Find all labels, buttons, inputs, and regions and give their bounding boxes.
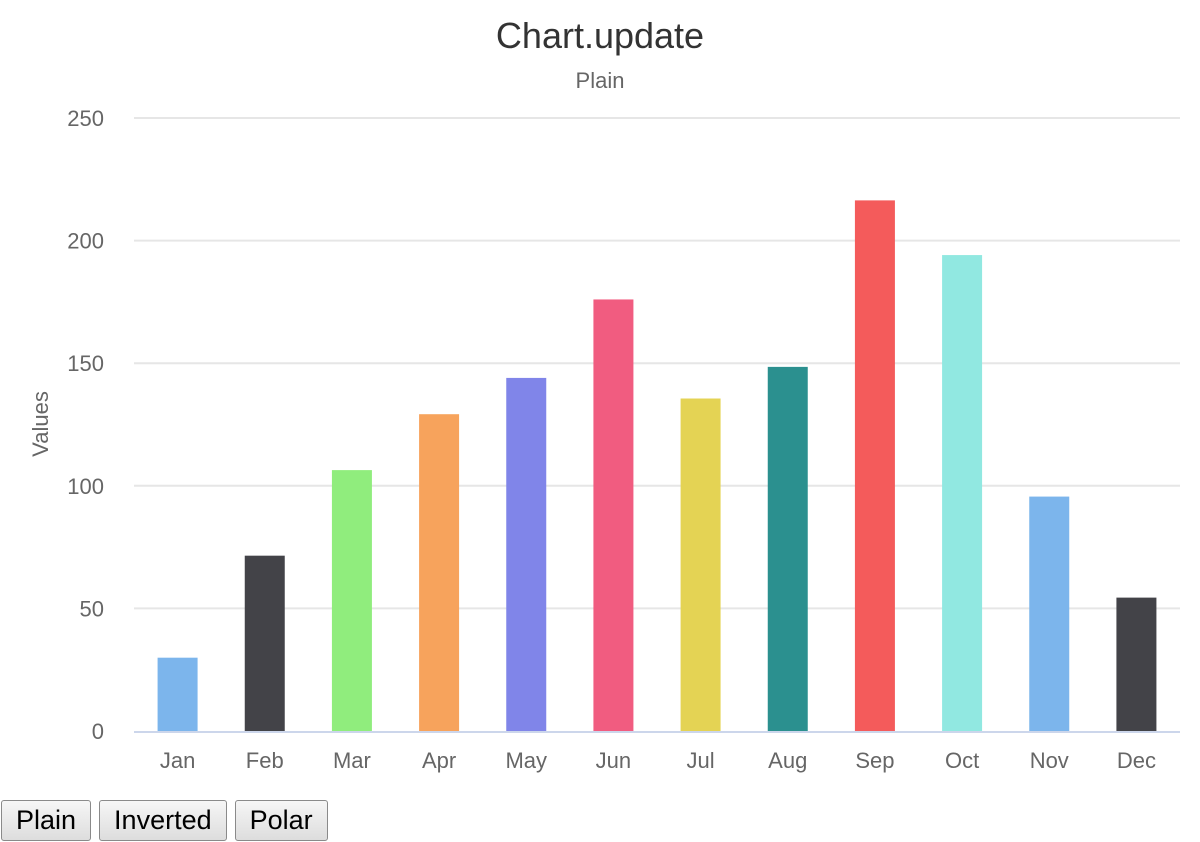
x-tick-label: Aug (768, 748, 807, 773)
bar-nov[interactable] (1029, 496, 1070, 731)
y-tick-label: 0 (92, 719, 104, 744)
bar-aug[interactable] (767, 366, 808, 731)
plain-button[interactable]: Plain (1, 800, 92, 841)
x-tick-label: Nov (1030, 748, 1069, 773)
y-axis-ticks: 0 50 100 150 200 250 (67, 106, 104, 744)
y-tick-label: 150 (67, 351, 104, 376)
x-tick-label: Sep (855, 748, 894, 773)
x-tick-label: Oct (945, 748, 979, 773)
x-tick-label: May (505, 748, 547, 773)
x-tick-label: Jul (687, 748, 715, 773)
x-tick-label: Feb (246, 748, 284, 773)
bar-sep[interactable] (854, 200, 895, 731)
y-tick-label: 100 (67, 474, 104, 499)
inverted-button[interactable]: Inverted (99, 800, 227, 841)
x-tick-label: Apr (422, 748, 456, 773)
y-tick-label: 50 (80, 596, 104, 621)
bar-apr[interactable] (419, 414, 460, 731)
gridlines (134, 117, 1180, 610)
bar-chart: Chart.update Plain Values 0 50 100 150 200 25… (28, 15, 1180, 773)
bar-jul[interactable] (680, 398, 721, 731)
x-axis-ticks: Jan Feb Mar Apr May Jun Jul Aug Sep Oct Nov Dec (160, 748, 1156, 773)
chart-subtitle: Plain (576, 68, 625, 93)
x-tick-label: Dec (1117, 748, 1156, 773)
chart-type-controls: Plain Inverted Polar (1, 800, 328, 841)
y-tick-label: 200 (67, 229, 104, 254)
x-tick-label: Jan (160, 748, 195, 773)
bar-jan[interactable] (157, 657, 198, 731)
bar-mar[interactable] (331, 470, 372, 731)
bar-feb[interactable] (244, 555, 285, 731)
x-tick-label: Mar (333, 748, 371, 773)
bar-oct[interactable] (942, 255, 983, 731)
polar-button[interactable]: Polar (234, 800, 328, 841)
x-tick-label: Jun (596, 748, 631, 773)
bar-jun[interactable] (593, 299, 634, 731)
y-axis-title: Values (28, 391, 53, 457)
bars (157, 200, 1157, 731)
y-tick-label: 250 (67, 106, 104, 131)
bar-dec[interactable] (1116, 597, 1157, 731)
chart-title: Chart.update (496, 15, 704, 56)
bar-may[interactable] (506, 377, 547, 731)
